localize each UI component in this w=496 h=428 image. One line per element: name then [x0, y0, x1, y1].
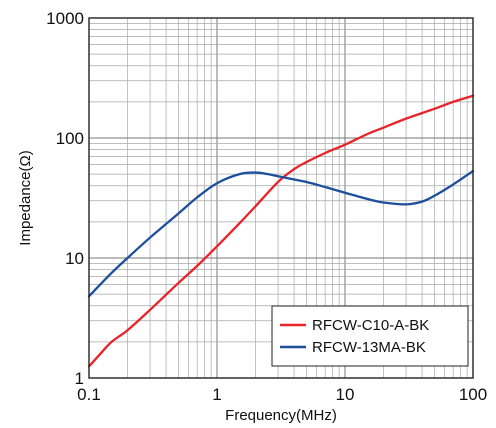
series-line-2: [87, 169, 475, 298]
y-tick-label: 100: [56, 129, 84, 148]
x-tick-label: 10: [336, 385, 355, 404]
x-tick-label: 0.1: [77, 385, 101, 404]
y-tick-label: 1000: [46, 9, 84, 28]
x-tick-label: 100: [459, 385, 487, 404]
y-tick-label: 1: [75, 369, 84, 388]
legend-entry-series-2: RFCW-13MA-BK: [312, 339, 426, 356]
legend-entry-series-1: RFCW-C10-A-BK: [312, 317, 429, 334]
series-line-1: [87, 94, 475, 368]
series-layer: [87, 94, 475, 368]
y-axis-label: Impedance(Ω): [17, 150, 34, 245]
legend: RFCW-C10-A-BK RFCW-13MA-BK: [271, 305, 469, 367]
x-axis-label: Frequency(MHz): [225, 407, 337, 424]
x-tick-label: 1: [212, 385, 221, 404]
y-tick-label: 10: [65, 249, 84, 268]
legend-box: [271, 305, 469, 367]
plot-frame: [88, 17, 474, 379]
